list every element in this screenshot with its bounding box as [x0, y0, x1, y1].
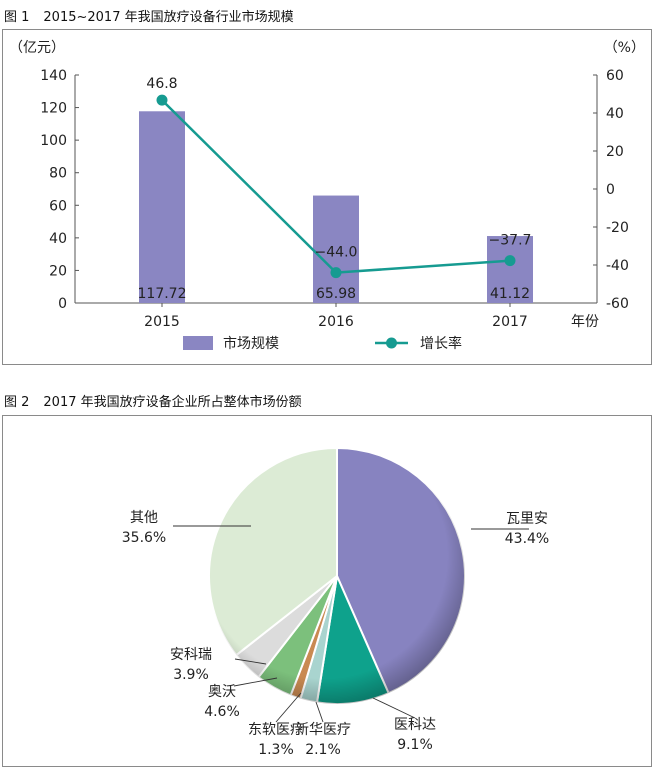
x-tick-label: 2016: [318, 314, 354, 330]
leader-line-5: [234, 658, 267, 665]
y-tick-label-left: 100: [40, 133, 67, 149]
y-tick-label-left: 80: [49, 166, 67, 182]
y-tick-label-left: 120: [40, 101, 67, 117]
legend-bar-label: 市场规模: [223, 335, 279, 352]
y-tick-label-right: -60: [606, 296, 629, 312]
leader-line-4: [233, 677, 278, 687]
pie-chart: 瓦里安 43.4% 医科达 9.1% 新华医疗 2.1%东软医疗 1.3% 奥沃 4.6% 安科瑞…: [122, 446, 549, 758]
bar-label-2017: 41.12: [490, 286, 530, 302]
y-axis-label-left: （亿元）: [9, 40, 65, 56]
figure-1-number: 图 1: [4, 10, 30, 25]
y-tick-label-right: -40: [606, 258, 629, 274]
x-axis-label: 年份: [571, 314, 599, 330]
slice-value-2: 2.1%: [305, 742, 341, 758]
growth-label-2015: 46.8: [146, 76, 177, 92]
figure-2-title: 2017 年我国放疗设备企业所占整体市场份额: [43, 395, 302, 410]
bar-2016: [313, 195, 359, 303]
slice-value-4: 4.6%: [204, 704, 240, 720]
leader-line-1: [372, 697, 416, 719]
bar-2017: [487, 236, 533, 303]
pie-chart-panel: 瓦里安 43.4% 医科达 9.1% 新华医疗 2.1% 东软医疗 1.3% 奥沃 4.6% 安科瑞…: [2, 415, 652, 767]
slice-label-1: 医科达: [394, 717, 436, 733]
bar-label-2016: 65.98: [316, 286, 356, 302]
y-tick-label-left: 20: [49, 263, 67, 279]
slice-value-5: 3.9%: [173, 667, 209, 683]
x-tick-label: 2017: [492, 314, 528, 330]
slice-label-6: 其他: [130, 510, 158, 526]
figure-2-number: 图 2: [4, 395, 30, 410]
slice-label-5: 安科瑞: [170, 647, 212, 663]
figure-2-caption: 图 2 2017 年我国放疗设备企业所占整体市场份额: [4, 391, 302, 410]
figure-1-title: 2015~2017 年我国放疗设备行业市场规模: [43, 10, 294, 25]
y-axis-label-right: （%）: [604, 40, 645, 56]
slice-value-1: 9.1%: [397, 737, 433, 753]
y-tick-label-right: -20: [606, 220, 629, 236]
y-tick-label-left: 60: [49, 198, 67, 214]
growth-label-2017: −37.7: [489, 233, 532, 249]
slice-value-3: 1.3%: [258, 742, 294, 758]
legend-bar-swatch: [183, 336, 213, 350]
slice-label-2: 新华医疗: [295, 722, 351, 738]
legend-line-label: 增长率: [420, 335, 462, 352]
y-tick-label-left: 140: [40, 68, 67, 84]
bar-line-chart-panel: 0 20 40 60 80 100 120 140 -60 -40 -20 0 20 40 60 （亿元） （%…: [2, 29, 652, 365]
figure-1-caption: 图 1 2015~2017 年我国放疗设备行业市场规模: [4, 6, 294, 25]
slice-value-6: 35.6%: [122, 530, 166, 546]
bar-2015: [139, 111, 185, 303]
slice-value-0: 43.4%: [505, 531, 549, 547]
leader-line-2: [315, 701, 324, 723]
slice-label-3: 东软医疗: [248, 722, 304, 738]
slice-label-4: 奥沃: [208, 683, 236, 700]
growth-point-2015: [156, 94, 168, 106]
bar-line-chart: 0 20 40 60 80 100 120 140 -60 -40 -20 0 20 40 60 （亿元） （%…: [9, 40, 645, 352]
pie-shading-overlay: [209, 448, 465, 704]
y-tick-label-right: 0: [606, 182, 615, 198]
growth-point-2016: [330, 267, 342, 279]
growth-label-2016: −44.0: [315, 245, 358, 261]
y-tick-label-right: 20: [606, 144, 624, 160]
y-tick-label-left: 40: [49, 231, 67, 247]
growth-point-2017: [504, 255, 516, 267]
leader-line-3: [275, 692, 302, 723]
y-tick-label-right: 40: [606, 106, 624, 122]
bar-label-2015: 117.72: [138, 286, 187, 302]
y-tick-label-left: 0: [58, 296, 67, 312]
y-tick-label-right: 60: [606, 68, 624, 84]
x-tick-label: 2015: [144, 314, 180, 330]
slice-label-0: 瓦里安: [506, 511, 548, 527]
legend-line-marker: [386, 337, 397, 349]
